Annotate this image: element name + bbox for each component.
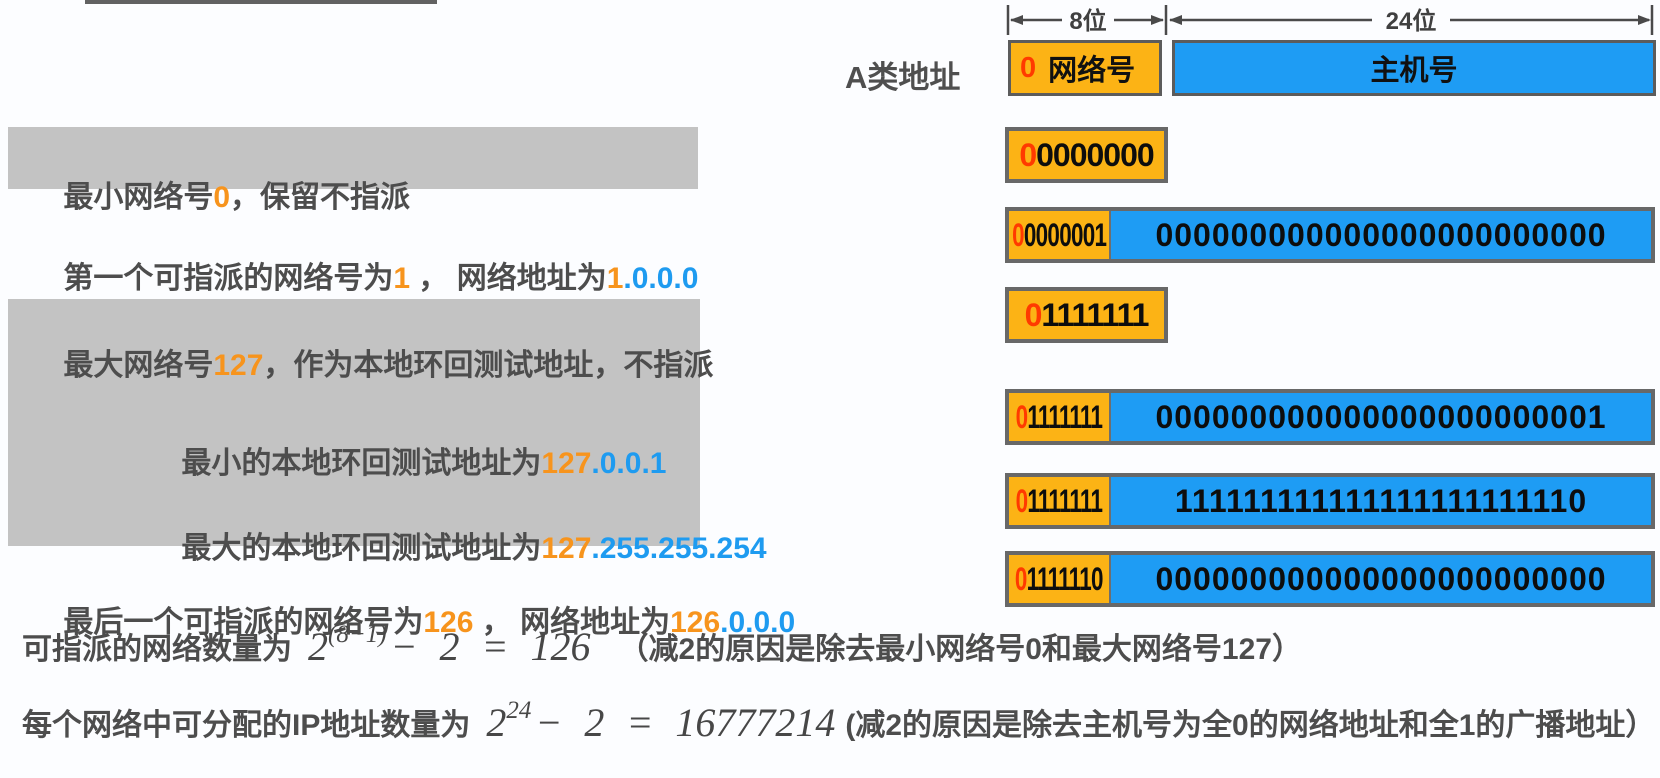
network-bits: 01111111	[1009, 393, 1111, 441]
note-text: ，保留不指派	[230, 181, 411, 214]
formula-note: (减2的原因是除去主机号为全0的网络地址和全1的广播地址）	[845, 709, 1656, 742]
note-text: 最大的本地环回测试地址为	[181, 532, 542, 565]
bits-24-label: 24位	[1386, 7, 1437, 35]
note-text: ， 网络地址为	[410, 262, 607, 295]
lead-bit: 0	[1011, 216, 1024, 253]
highlight-block	[8, 127, 698, 189]
arrow-left-icon	[1169, 15, 1182, 25]
note-row-max-network: 最大网络号127，作为本地环回测试地址，不指派	[30, 297, 713, 382]
network-bit-string: 1111111	[1041, 296, 1149, 333]
note-text: ，作为本地环回测试地址，不指派	[263, 349, 714, 382]
host-bits: 000000000000000000000000	[1111, 555, 1651, 603]
note-accent: 1	[606, 262, 624, 295]
note-row-max-loopback: 最大的本地环回测试地址为127.255.255.254	[148, 480, 766, 565]
note-accent: 126	[670, 606, 721, 639]
note-accent: 0	[213, 181, 231, 214]
note-text: 最大网络号	[63, 349, 214, 382]
math-base: 2	[486, 699, 507, 745]
note-accent: 1	[393, 262, 411, 295]
network-bits: 00000001	[1009, 211, 1111, 259]
bits-8-label: 8位	[1069, 7, 1106, 35]
network-bit-string: 1111111	[1027, 398, 1103, 435]
network-bits: 01111110	[1009, 555, 1111, 603]
formula-label: 可指派的网络数量为	[22, 633, 292, 666]
note-address: .0.0.0	[623, 262, 699, 295]
formula-network-count: 可指派的网络数量为 2(8−1) − 2 = 126 （减2的原因是除去最小网络号0和…	[22, 618, 1302, 674]
math-exponent: 24	[506, 696, 532, 724]
network-field-box: 0 网络号	[1008, 40, 1162, 96]
note-address: .0.0.1	[591, 447, 667, 480]
lead-bit: 0	[1015, 560, 1027, 597]
note-accent: 126	[423, 606, 474, 639]
network-bit-string: 1111110	[1026, 560, 1104, 597]
network-field-label: 网络号	[1048, 55, 1136, 87]
math-result: − 2 = 126	[390, 623, 591, 669]
network-bits: 00000000	[1009, 131, 1164, 179]
math-base: 2	[308, 623, 328, 669]
note-accent: 127	[541, 447, 592, 480]
note-row-min-loopback: 最小的本地环回测试地址为127.0.0.1	[148, 395, 666, 480]
note-text: 最小网络号	[63, 181, 214, 214]
note-address: .255.255.254	[591, 532, 767, 565]
bit-pattern-row: 00000001 000000000000000000000000	[1005, 207, 1655, 263]
note-text: 最小的本地环回测试地址为	[181, 447, 542, 480]
network-lead-bit: 0	[1020, 51, 1037, 84]
arrow-right-icon	[1151, 15, 1164, 25]
bit-pattern-row: 01111111	[1005, 287, 1168, 343]
note-text: ， 网络地址为	[473, 606, 671, 639]
arrow-right-icon	[1638, 15, 1651, 25]
bit-pattern-row: 00000000	[1005, 127, 1168, 183]
network-bits: 01111111	[1009, 477, 1111, 525]
bit-width-measure: 8位 24位	[1006, 5, 1654, 35]
formula-label: 每个网络中可分配的IP地址数量为	[22, 709, 471, 742]
note-row-first-network: 第一个可指派的网络号为1 ， 网络地址为1.0.0.0	[30, 210, 698, 295]
formula-math: 224− 2 = 16777214	[486, 696, 836, 746]
lead-bit: 0	[1019, 136, 1037, 173]
host-field-box: 主机号	[1172, 40, 1656, 96]
bit-pattern-row: 01111111 111111111111111111111110	[1005, 473, 1655, 529]
note-row-min-network: 最小网络号0，保留不指派	[30, 129, 410, 214]
host-bits: 000000000000000000000000	[1111, 211, 1651, 259]
network-bits: 01111111	[1009, 291, 1164, 339]
highlight-block	[8, 299, 700, 546]
note-row-last-network: 最后一个可指派的网络号为126 ， 网络地址为126.0.0.0	[30, 554, 795, 639]
network-bit-string: 1111111	[1027, 482, 1103, 519]
host-bits: 000000000000000000000001	[1111, 393, 1651, 441]
note-accent: 127	[213, 349, 264, 382]
lead-bit: 0	[1024, 296, 1043, 333]
math-result: − 2 = 16777214	[535, 699, 836, 745]
lead-bit: 0	[1015, 482, 1028, 519]
formula-math: 2(8−1) − 2 = 126	[308, 620, 591, 670]
bit-pattern-row: 01111111 000000000000000000000001	[1005, 389, 1655, 445]
class-a-label: A类地址	[845, 60, 961, 95]
formula-ip-count: 每个网络中可分配的IP地址数量为 224− 2 = 16777214 (减2的原因是…	[22, 694, 1655, 750]
cropped-content-remnant	[85, 0, 437, 4]
network-bit-string: 0000000	[1036, 136, 1155, 173]
note-accent: 127	[541, 532, 592, 565]
bit-pattern-row: 01111110 000000000000000000000000	[1005, 551, 1655, 607]
note-text: 第一个可指派的网络号为	[63, 262, 394, 295]
network-bit-string: 0000001	[1023, 216, 1107, 253]
formula-note: （减2的原因是除去最小网络号0和最大网络号127）	[618, 633, 1302, 666]
note-address: .0.0.0	[720, 606, 796, 639]
arrow-left-icon	[1010, 15, 1023, 25]
lead-bit: 0	[1015, 398, 1028, 435]
note-text: 最后一个可指派的网络号为	[63, 606, 424, 639]
math-exponent: (8−1)	[328, 620, 387, 648]
host-bits: 111111111111111111111110	[1111, 477, 1651, 525]
